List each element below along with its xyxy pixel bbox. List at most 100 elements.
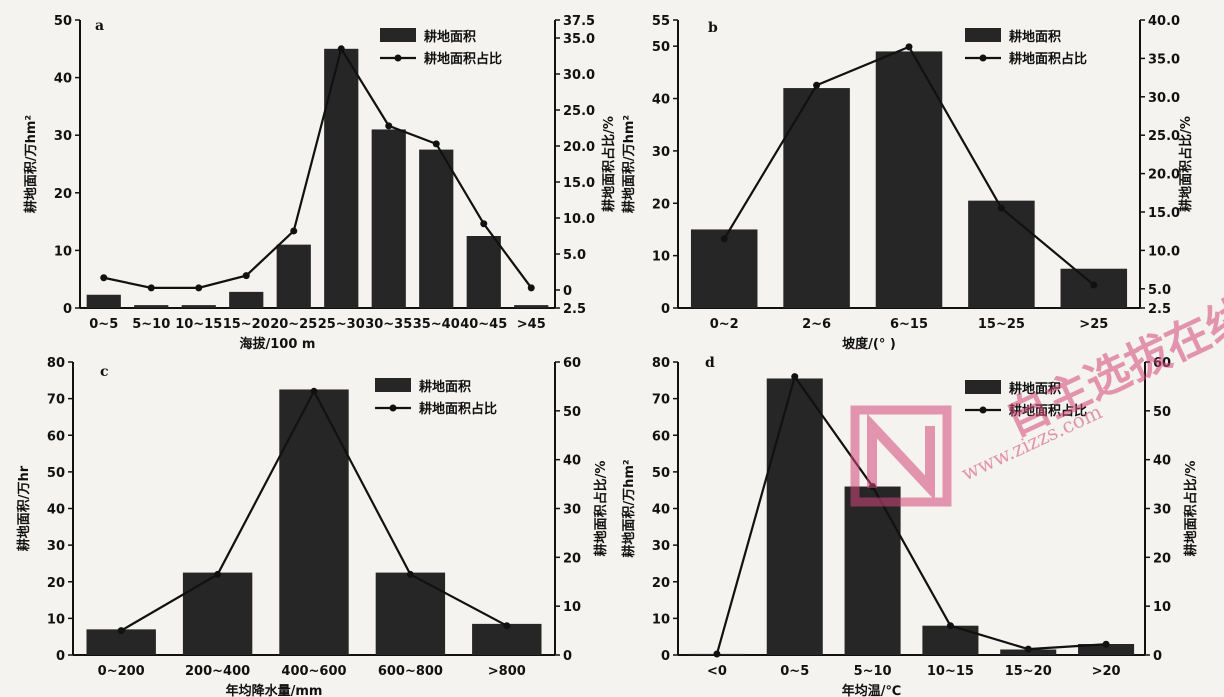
y2-tick-label: 30 — [563, 503, 581, 518]
bar-a-2 — [181, 305, 216, 308]
y2-tick-label: 2.5 — [1148, 302, 1171, 317]
y-tick-label: 20 — [47, 576, 65, 591]
panel-label: c — [100, 364, 109, 380]
y-tick-label: 60 — [652, 429, 670, 444]
line-point-a-8 — [480, 220, 488, 228]
y2-tick-label: 35.0 — [1148, 52, 1180, 67]
y-tick-label: 40 — [652, 503, 670, 518]
y2-tick-label: 0 — [563, 284, 572, 299]
y-tick-label: 80 — [652, 356, 670, 371]
x-tick-label: >25 — [1079, 317, 1108, 332]
y2-tick-label: 30.0 — [1148, 91, 1180, 106]
legend-line-marker — [979, 406, 987, 414]
line-point-d-5 — [1102, 640, 1110, 648]
y-tick-label: 0 — [661, 649, 670, 664]
bar-a-3 — [229, 291, 264, 308]
chart-panel-d: 0 10 20 30 40 50 60 70 80 0 10 20 30 40 50 60 <0 0~5 5~10 1… — [621, 355, 1199, 697]
x-tick-label: 15~20 — [223, 317, 270, 332]
y-tick-label: 10 — [652, 612, 670, 627]
line-point-a-2 — [195, 284, 203, 292]
chart-panel-c: 0 10 20 30 40 50 60 70 80 0 10 20 30 40 50 60 0~200 200~4… — [16, 356, 609, 697]
y2-tick-label: 10.0 — [563, 212, 595, 227]
bar-b-0 — [690, 229, 758, 308]
y2-tick-label: 15.0 — [1148, 206, 1180, 221]
y-tick-label: 50 — [652, 466, 670, 481]
y-tick-label: 0 — [63, 302, 72, 317]
y2-tick-label: 40.0 — [1148, 14, 1180, 29]
line-point-a-3 — [242, 272, 250, 280]
line-point-c-2 — [310, 387, 318, 395]
line-point-c-1 — [214, 570, 222, 578]
bar-b-1 — [783, 88, 850, 308]
y-tick-label: 30 — [652, 539, 670, 554]
y-tick-label: 20 — [652, 576, 670, 591]
legend-line-label: 耕地面积占比 — [424, 51, 502, 67]
legend-bar-label: 耕地面积 — [1009, 381, 1061, 397]
x-tick-label: 6~15 — [890, 317, 928, 332]
line-point-b-1 — [813, 81, 821, 89]
y-tick-label: 50 — [47, 466, 65, 481]
y2-tick-label: 30.0 — [563, 68, 595, 83]
line-point-b-4 — [1090, 281, 1098, 289]
bar-a-9 — [514, 305, 549, 308]
line-series-a — [103, 46, 533, 289]
panel-label: b — [708, 20, 718, 36]
y-tick-label: 70 — [47, 393, 65, 408]
y2-tick-label: 60 — [563, 356, 581, 371]
y2-tick-label: 35.0 — [563, 32, 595, 47]
bar-d-3 — [922, 625, 979, 655]
y-tick-label: 50 — [652, 40, 670, 55]
watermark-logo — [850, 405, 952, 507]
line-point-c-4 — [503, 622, 511, 630]
line-point-d-3 — [946, 622, 954, 630]
y-tick-label: 80 — [47, 356, 65, 371]
y-tick-label: 30 — [47, 539, 65, 554]
x-tick-label: >20 — [1092, 664, 1121, 679]
bar-a-8 — [466, 236, 501, 308]
line-point-a-4 — [290, 227, 298, 235]
line-point-b-3 — [997, 204, 1005, 212]
x-tick-label: 15~20 — [1005, 664, 1052, 679]
y2-tick-label: 20.0 — [1148, 168, 1180, 183]
y2-tick-label: 5.0 — [1148, 283, 1171, 298]
line-point-d-4 — [1024, 645, 1032, 653]
legend-bar-label: 耕地面积 — [1009, 29, 1061, 45]
x-tick-label: 0~2 — [710, 317, 739, 332]
y2-tick-label: 10 — [1153, 600, 1171, 615]
y2-tick-label: 20.0 — [563, 140, 595, 155]
x-tick-label: 400~600 — [281, 664, 346, 679]
chart-panel-a: 0 10 20 30 40 50 2.5 0 5.0 10.0 15.0 20.0 25.0 30.0 35… — [23, 14, 617, 352]
y2-tick-label: 40 — [563, 454, 581, 469]
y-axis-title: 耕地面积/万hm² — [23, 115, 39, 213]
y-tick-label: 40 — [47, 503, 65, 518]
y-tick-label: 10 — [652, 250, 670, 265]
line-point-a-0 — [100, 274, 108, 282]
x-tick-label: 35~40 — [413, 317, 460, 332]
legend-line-label: 耕地面积占比 — [1009, 403, 1087, 419]
y2-tick-label: 10.0 — [1148, 244, 1180, 259]
x-tick-label: 0~5 — [89, 317, 118, 332]
y2-tick-label: 40 — [1153, 454, 1171, 469]
y2-tick-label: 25.0 — [1148, 129, 1180, 144]
line-point-a-6 — [385, 122, 393, 130]
y2-tick-label: 37.5 — [563, 14, 595, 29]
y2-tick-label: 20 — [1153, 551, 1171, 566]
x-tick-label: 5~10 — [854, 664, 892, 679]
y-tick-label: 70 — [652, 393, 670, 408]
x-tick-label: 10~15 — [175, 317, 222, 332]
bar-c-1 — [182, 572, 253, 655]
line-point-d-1 — [791, 373, 799, 381]
line-point-b-0 — [720, 235, 728, 243]
y2-tick-label: 15.0 — [563, 176, 595, 191]
line-point-d-0 — [713, 650, 721, 658]
x-tick-label: 200~400 — [185, 664, 250, 679]
x-tick-label: 15~25 — [978, 317, 1025, 332]
y2-tick-label: 50 — [563, 405, 581, 420]
y-axis-title: 耕地面积/万hm² — [621, 459, 637, 557]
y-axis-title: 耕地面积/万hm² — [621, 115, 637, 213]
y-tick-label: 40 — [54, 72, 72, 87]
y-tick-label: 10 — [54, 244, 72, 259]
x-tick-label: <0 — [707, 664, 727, 679]
legend-bar-label: 耕地面积 — [424, 29, 476, 45]
